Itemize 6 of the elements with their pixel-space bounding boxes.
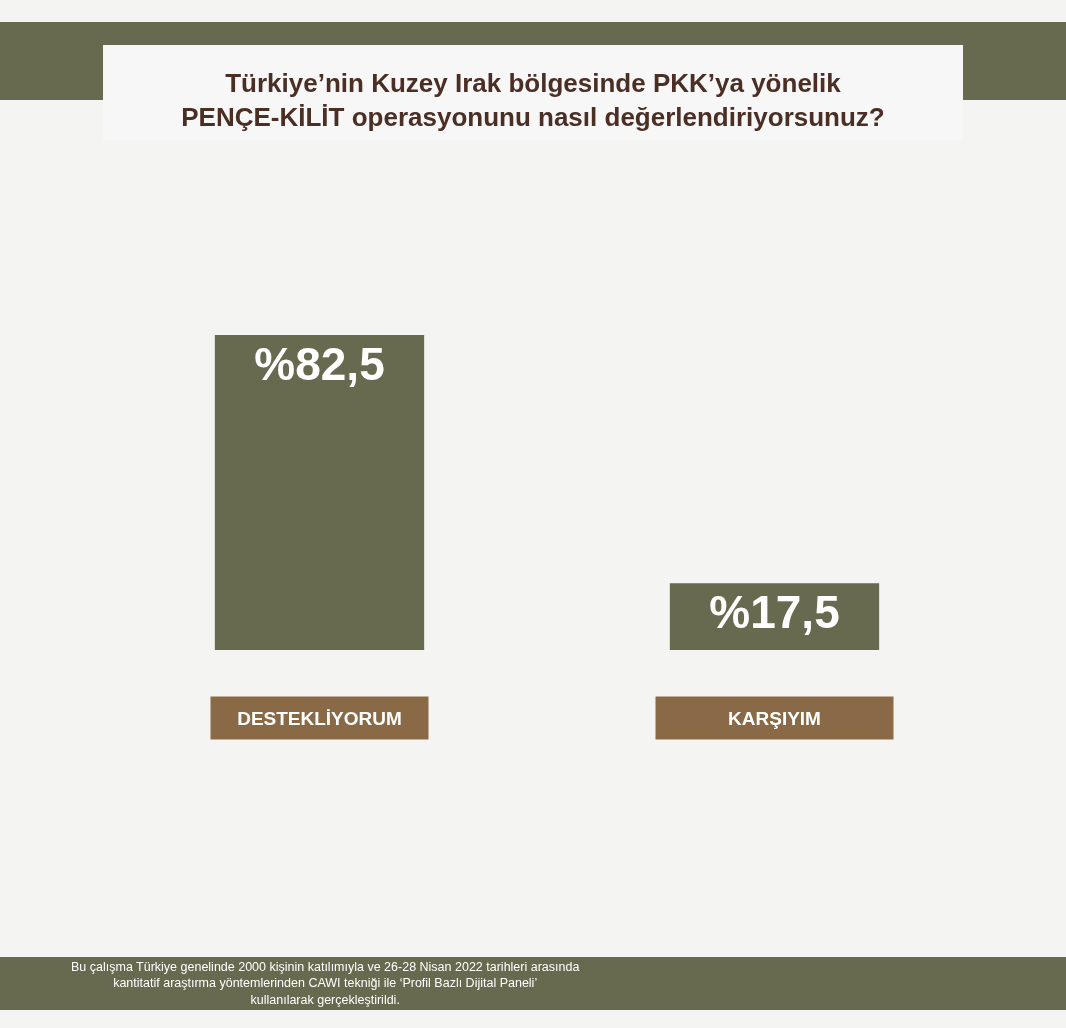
data-label: %17,5 bbox=[709, 586, 840, 639]
x-tick-label: KARŞIYIM bbox=[728, 707, 821, 729]
chart-title: Türkiye’nin Kuzey Irak bölgesinde PKK’ya yönelik PENÇE-KİLİT operasyonunu nasıl değerlendiriyorsunuz? bbox=[181, 68, 885, 132]
text: Bu çalışma Türkiye genelinde 2000 kişinin katılımıyla ve 26-28 Nisan 2022 tarihleri arasında kantitatif araştırma yöntemlerinden CAWI tekniği ile ‘Profil Bazlı Dijital Paneli’ kullanılarak gerçekleştirildi. bbox=[71, 960, 580, 1007]
x-tick-label: DESTEKLİYORUM bbox=[237, 707, 402, 729]
data-label: %82,5 bbox=[254, 338, 385, 390]
